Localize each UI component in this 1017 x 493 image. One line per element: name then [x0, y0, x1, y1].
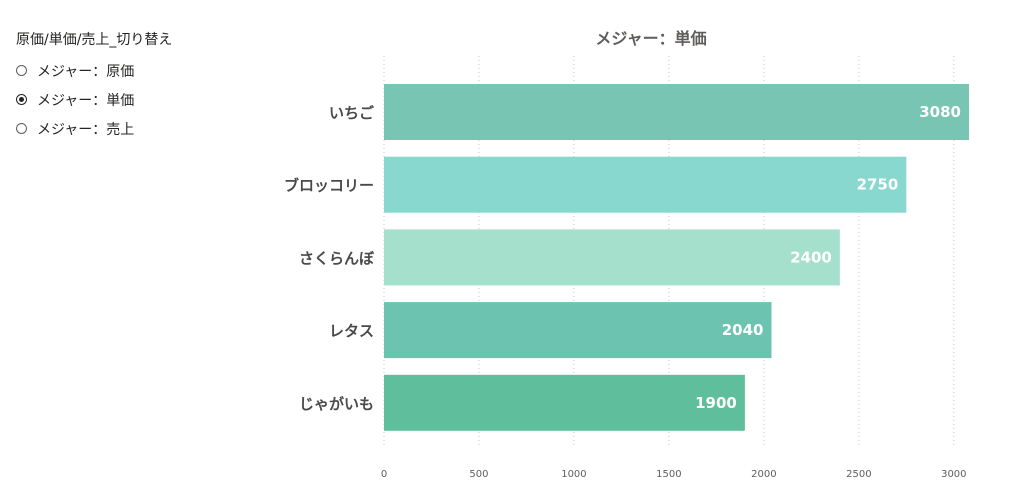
- slicer-title: 原価/単価/売上_切り替え: [16, 32, 173, 48]
- data-label: 2750: [857, 176, 899, 194]
- data-label: 2040: [722, 321, 764, 339]
- x-tick-label: 0: [381, 469, 387, 480]
- measure-slicer: 原価/単価/売上_切り替え メジャー：原価 メジャー：単価 メジャー：売上: [16, 30, 246, 143]
- x-tick-label: 1500: [656, 469, 681, 480]
- data-label: 3080: [919, 103, 961, 121]
- category-label: じゃがいも: [299, 395, 374, 413]
- bar[interactable]: [384, 374, 745, 431]
- x-tick-label: 2500: [846, 469, 871, 480]
- data-label: 2400: [790, 248, 832, 266]
- category-label: レタス: [329, 322, 374, 340]
- slicer-option[interactable]: メジャー：単価: [16, 85, 246, 114]
- slicer-option[interactable]: メジャー：売上: [16, 114, 246, 143]
- slicer-option-label: メジャー：原価: [37, 63, 135, 80]
- chart-title: メジャー：単価: [595, 29, 706, 48]
- category-label: いちご: [329, 104, 375, 122]
- radio-button[interactable]: [16, 123, 27, 134]
- bar[interactable]: [384, 302, 772, 359]
- slicer-options: メジャー：原価 メジャー：単価 メジャー：売上: [16, 56, 246, 143]
- radio-button[interactable]: [16, 65, 27, 76]
- x-tick-label: 1000: [561, 469, 586, 480]
- radio-dot: [19, 97, 24, 102]
- radio-button[interactable]: [16, 94, 27, 105]
- slicer-option-label: メジャー：売上: [37, 121, 135, 138]
- bars: 3080 2750 2400 2040 1900: [384, 84, 969, 431]
- slicer-option[interactable]: メジャー：原価: [16, 56, 246, 85]
- category-label: さくらんぼ: [299, 249, 375, 267]
- data-label: 1900: [695, 394, 737, 412]
- x-tick-label: 500: [469, 469, 488, 480]
- x-axis-ticks: 0 500 1000 1500 2000 2500 3000: [381, 469, 967, 480]
- category-label: ブロッコリー: [284, 177, 374, 195]
- slicer-option-label: メジャー：単価: [37, 92, 135, 109]
- bar[interactable]: [384, 84, 969, 140]
- bar[interactable]: [384, 229, 840, 286]
- x-tick-label: 3000: [941, 469, 966, 480]
- bar[interactable]: [384, 156, 907, 213]
- x-tick-label: 2000: [751, 469, 776, 480]
